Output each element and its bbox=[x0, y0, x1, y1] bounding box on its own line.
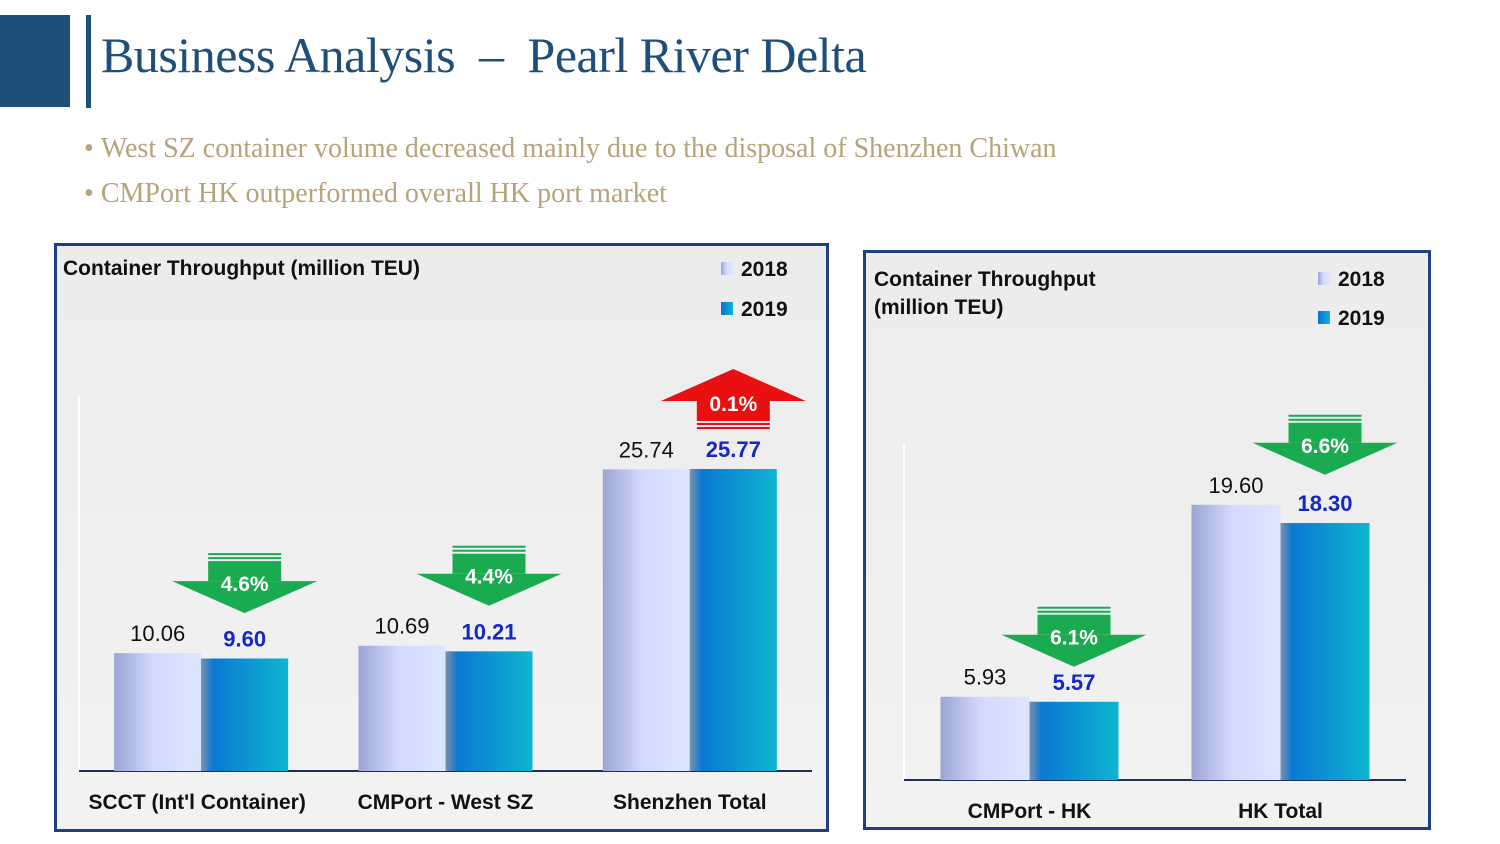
chart-panel-hk: Container Throughput (million TEU) 2018 201… bbox=[863, 250, 1431, 830]
hk-bar-chart: Container Throughput (million TEU) 2018 201… bbox=[874, 268, 1406, 823]
bullet-list: • West SZ container volume decreased main… bbox=[84, 126, 1057, 216]
bullet-marker: • bbox=[84, 178, 94, 209]
bar-2018 bbox=[1191, 504, 1281, 780]
data-label-2019: 18.30 bbox=[1297, 491, 1352, 516]
legend-label: 2018 bbox=[1338, 268, 1385, 291]
bar-shadow bbox=[689, 469, 702, 771]
bullet-text: West SZ container volume decreased mainl… bbox=[100, 133, 1057, 164]
bar-2019 bbox=[201, 658, 289, 771]
legend-label: 2019 bbox=[1338, 307, 1385, 330]
legend-swatch bbox=[1318, 272, 1330, 285]
bullet-item: • West SZ container volume decreased main… bbox=[84, 126, 1057, 171]
bar-2019 bbox=[445, 651, 533, 771]
bar-2018 bbox=[358, 645, 446, 771]
increase-arrow: 0.1% bbox=[660, 369, 806, 430]
bar-shadow bbox=[201, 658, 214, 771]
data-label-2018: 19.60 bbox=[1208, 473, 1263, 498]
bullet-text: CMPort HK outperformed overall HK port m… bbox=[100, 178, 667, 209]
bar-shadow bbox=[1029, 701, 1042, 780]
category-label: CMPort - HK bbox=[968, 800, 1092, 823]
chart-title: Container Throughput (million TEU) bbox=[874, 268, 1096, 319]
chart-title-line: Container Throughput bbox=[874, 268, 1096, 291]
data-label-2019: 9.60 bbox=[223, 627, 266, 652]
bar-2019 bbox=[1029, 701, 1119, 780]
chart-title-line: Container Throughput (million TEU) bbox=[63, 257, 420, 280]
legend-swatch bbox=[721, 262, 733, 275]
bar-shadow bbox=[445, 651, 458, 771]
data-label-2018: 25.74 bbox=[619, 437, 674, 462]
bar-2018 bbox=[114, 653, 202, 771]
bar-shadow bbox=[1280, 523, 1293, 780]
change-label: 0.1% bbox=[709, 393, 757, 416]
category-label: Shenzhen Total bbox=[613, 791, 767, 814]
category-label: HK Total bbox=[1238, 800, 1323, 823]
accent-line bbox=[86, 15, 91, 108]
slide-title: Business Analysis – Pearl River Delta bbox=[101, 27, 867, 83]
data-label-2019: 25.77 bbox=[706, 437, 761, 462]
legend-label: 2018 bbox=[741, 258, 788, 281]
bar-2018 bbox=[602, 469, 690, 771]
bullet-item: • CMPort HK outperformed overall HK port … bbox=[84, 171, 1057, 216]
bar-2018 bbox=[940, 696, 1030, 780]
bullet-marker: • bbox=[84, 133, 94, 164]
decrease-arrow: 6.1% bbox=[1001, 606, 1147, 667]
data-label-2019: 10.21 bbox=[461, 619, 516, 644]
bar-2019 bbox=[1280, 523, 1370, 780]
shenzhen-bar-chart: Container Throughput (million TEU) 2018 20… bbox=[63, 257, 812, 814]
legend-swatch bbox=[721, 302, 733, 315]
category-label: CMPort - West SZ bbox=[358, 791, 534, 814]
change-label: 6.1% bbox=[1050, 627, 1098, 650]
decrease-arrow: 6.6% bbox=[1252, 414, 1398, 475]
change-label: 4.6% bbox=[221, 573, 269, 596]
category-label: SCCT (Int'l Container) bbox=[89, 791, 306, 814]
chart-panel-shenzhen: Container Throughput (million TEU) 2018 20… bbox=[54, 243, 829, 832]
bar-2019 bbox=[689, 469, 777, 771]
legend-swatch bbox=[1318, 311, 1330, 324]
decrease-arrow: 4.4% bbox=[416, 545, 562, 606]
change-label: 6.6% bbox=[1301, 435, 1349, 458]
accent-square bbox=[0, 15, 70, 107]
data-label-2018: 10.06 bbox=[130, 621, 185, 646]
data-label-2018: 10.69 bbox=[374, 614, 429, 639]
data-label-2018: 5.93 bbox=[964, 665, 1007, 690]
legend-label: 2019 bbox=[741, 298, 788, 321]
chart-title-line: (million TEU) bbox=[874, 296, 1004, 319]
change-label: 4.4% bbox=[465, 566, 513, 589]
decrease-arrow: 4.6% bbox=[172, 553, 318, 614]
chart-title: Container Throughput (million TEU) bbox=[63, 257, 420, 280]
data-label-2019: 5.57 bbox=[1053, 670, 1096, 695]
